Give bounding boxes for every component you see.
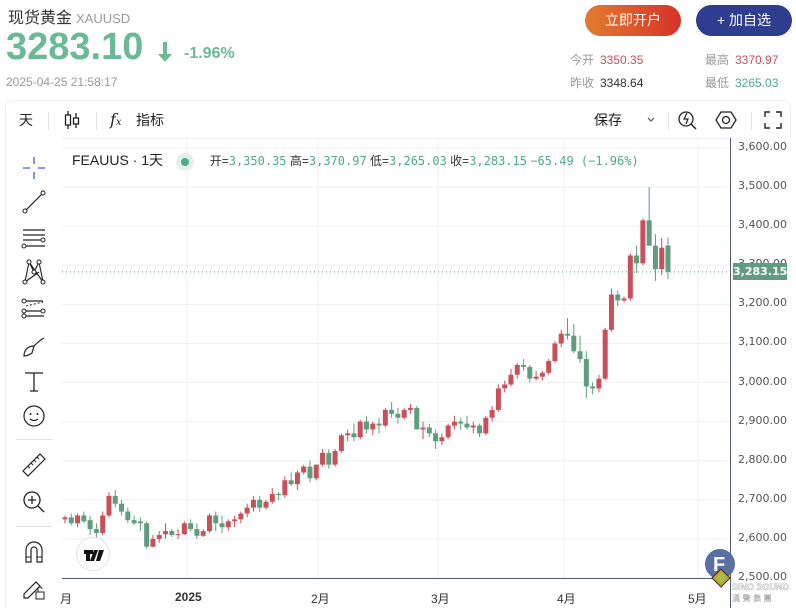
indicators-button[interactable]: 指标 <box>136 112 164 128</box>
interval-selector[interactable]: 天 <box>19 112 33 128</box>
price-axis[interactable]: 3,600.003,500.003,400.003,300.003,200.00… <box>730 138 796 608</box>
stat-prev-close: 昨收 3348.64 <box>570 76 644 90</box>
stat-open: 今开 3350.35 <box>570 53 644 67</box>
price-tick-label: 3,500.00 <box>738 179 787 193</box>
instrument-name: 现货黄金 <box>8 10 73 27</box>
chart-legend: FEAUUS · 1天 开=3,350.35 高=3,370.97 低=3,26… <box>72 150 639 171</box>
sino-sound-watermark: F SINO SOUND 漢 聲 集 團 <box>705 549 790 603</box>
price-tick-label: 3,200.00 <box>738 296 787 310</box>
instrument-title: 现货黄金 XAUUSD <box>8 4 130 28</box>
brush-icon[interactable] <box>20 332 48 360</box>
drawing-toolbar <box>5 138 61 608</box>
instrument-symbol: XAUUSD <box>76 11 131 26</box>
stat-high: 最高 3370.97 <box>705 53 779 67</box>
price-tick-label: 2,800.00 <box>738 452 787 466</box>
price-tick-label: 2,600.00 <box>738 530 787 544</box>
price-tick-label: 3,600.00 <box>738 140 787 153</box>
candle-style-icon[interactable] <box>64 110 82 130</box>
price-tick-label: 3,400.00 <box>738 218 787 232</box>
time-tick-label: 5月 <box>688 592 707 606</box>
add-watchlist-button[interactable]: + 加自选 <box>696 5 792 36</box>
time-tick-label: 3月 <box>431 592 450 606</box>
arrow-down-icon <box>158 42 172 62</box>
legend-symbol: FEAUUS · 1天 <box>72 152 164 168</box>
time-tick-label: 月 <box>60 592 73 606</box>
text-tool-icon[interactable] <box>20 368 48 396</box>
svg-text:SINO SOUND: SINO SOUND <box>732 582 790 592</box>
chevron-down-icon[interactable] <box>646 115 656 125</box>
time-tick-label: 2月 <box>311 592 330 606</box>
price-tick-label: 2,500.00 <box>738 570 787 583</box>
last-price-tag: 3,283.15 <box>733 262 788 280</box>
fib-retracement-icon[interactable] <box>20 296 48 324</box>
lock-drawings-icon[interactable] <box>20 574 48 602</box>
settings-icon[interactable] <box>715 109 737 131</box>
parallel-lines-icon[interactable] <box>20 224 48 252</box>
open-account-button[interactable]: 立即开户 <box>585 5 681 36</box>
save-button[interactable]: 保存 <box>594 112 622 128</box>
price-tick-label: 3,100.00 <box>738 335 787 349</box>
time-axis[interactable]: 月 2025 2月 3月 4月 5月 <box>60 578 730 608</box>
chart-plot-area[interactable] <box>62 138 730 579</box>
live-status-icon <box>176 152 195 171</box>
current-price: 3283.10 <box>6 26 144 68</box>
price-tick-label: 2,700.00 <box>738 491 787 505</box>
svg-text:漢 聲 集 團: 漢 聲 集 團 <box>732 593 772 603</box>
timestamp: 2025-04-25 21:58:17 <box>6 75 118 89</box>
crosshair-icon[interactable] <box>20 154 48 182</box>
candlestick-chart[interactable] <box>62 139 730 579</box>
ruler-icon[interactable] <box>20 451 48 479</box>
function-icon[interactable]: fx <box>110 110 122 129</box>
stat-low: 最低 3265.03 <box>705 76 779 90</box>
magnet-icon[interactable] <box>20 538 48 566</box>
emoji-icon[interactable] <box>20 402 48 430</box>
chart-toolbar: 天 fx 指标 保存 <box>5 100 791 138</box>
change-percent: -1.96% <box>184 45 235 62</box>
tradingview-logo[interactable] <box>76 537 110 571</box>
pattern-icon[interactable] <box>20 258 48 286</box>
quick-search-icon[interactable] <box>677 109 699 131</box>
time-tick-label: 2025 <box>175 590 202 604</box>
price-tick-label: 2,900.00 <box>738 413 787 427</box>
price-tick-label: 3,000.00 <box>738 374 787 388</box>
trend-line-icon[interactable] <box>20 188 48 216</box>
fullscreen-icon[interactable] <box>763 110 783 130</box>
zoom-in-icon[interactable] <box>20 488 48 516</box>
time-tick-label: 4月 <box>557 592 576 606</box>
